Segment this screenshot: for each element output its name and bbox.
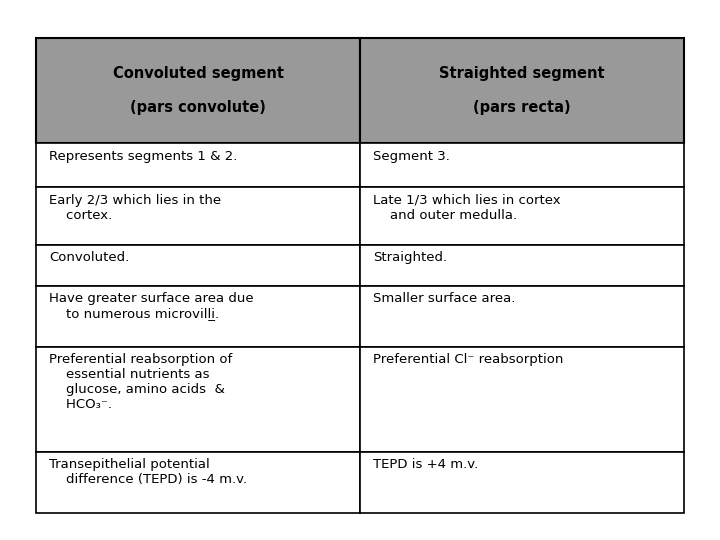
Bar bbox=[36, 245, 360, 286]
Bar bbox=[36, 347, 360, 452]
Bar bbox=[360, 187, 684, 245]
Text: TEPD is +4 m.v.: TEPD is +4 m.v. bbox=[373, 458, 478, 471]
Bar bbox=[360, 38, 684, 143]
Text: Preferential Cl⁻ reabsorption: Preferential Cl⁻ reabsorption bbox=[373, 353, 563, 366]
Text: Straighted segment

(pars recta): Straighted segment (pars recta) bbox=[439, 65, 605, 116]
Bar bbox=[360, 452, 684, 513]
Bar bbox=[36, 143, 360, 187]
Text: Smaller surface area.: Smaller surface area. bbox=[373, 292, 516, 305]
Text: Preferential reabsorption of
    essential nutrients as
    glucose, amino acids: Preferential reabsorption of essential n… bbox=[49, 353, 233, 411]
Text: Convoluted.: Convoluted. bbox=[49, 251, 129, 265]
Text: Represents segments 1 & 2.: Represents segments 1 & 2. bbox=[49, 150, 238, 163]
Text: Transepithelial potential
    difference (TEPD) is -4 m.v.: Transepithelial potential difference (TE… bbox=[49, 458, 247, 487]
Text: Convoluted segment

(pars convolute): Convoluted segment (pars convolute) bbox=[112, 65, 284, 116]
Bar bbox=[360, 245, 684, 286]
Text: Have greater surface area due
    to numerous microvilli̲.: Have greater surface area due to numerou… bbox=[49, 292, 253, 320]
Bar bbox=[36, 452, 360, 513]
Bar bbox=[36, 187, 360, 245]
Bar bbox=[360, 286, 684, 347]
Text: Late 1/3 which lies in cortex
    and outer medulla.: Late 1/3 which lies in cortex and outer … bbox=[373, 194, 561, 221]
Text: Straighted.: Straighted. bbox=[373, 251, 447, 265]
Bar bbox=[36, 38, 360, 143]
Text: Early 2/3 which lies in the
    cortex.: Early 2/3 which lies in the cortex. bbox=[49, 194, 221, 221]
Bar bbox=[360, 143, 684, 187]
Bar bbox=[360, 347, 684, 452]
Text: Segment 3.: Segment 3. bbox=[373, 150, 450, 163]
Bar bbox=[36, 286, 360, 347]
